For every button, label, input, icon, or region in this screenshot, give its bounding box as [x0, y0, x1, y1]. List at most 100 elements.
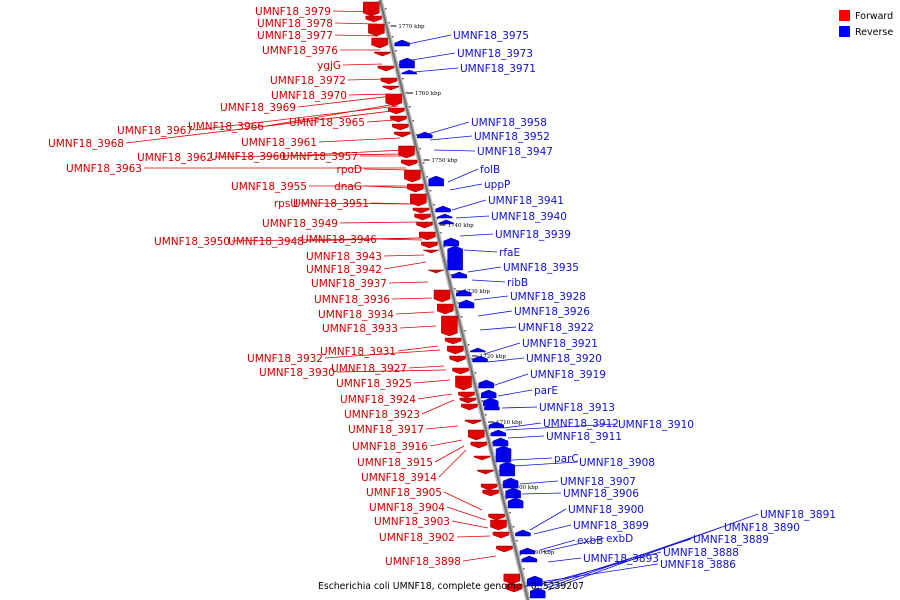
forward-gene-label: UMNF18_3965: [289, 117, 365, 129]
reverse-gene-label: UMNF18_3926: [514, 306, 590, 318]
minor-tick: [471, 358, 473, 360]
minor-tick: [402, 78, 404, 80]
reverse-gene-label: UMNF18_3886: [660, 559, 736, 571]
forward-gene-arrow: [436, 303, 454, 315]
forward-gene-label: UMNF18_3937: [311, 278, 387, 290]
reverse-gene-label: ribB: [507, 277, 528, 289]
reverse-gene-label: UMNF18_3911: [546, 431, 622, 443]
tick-label: 1740 kbp: [448, 223, 475, 229]
minor-tick: [505, 498, 508, 500]
forward-label-leader: [214, 153, 403, 158]
forward-gene-arrow: [482, 489, 499, 497]
forward-label-leader: [342, 63, 383, 66]
reverse-gene-arrow: [447, 245, 463, 271]
forward-genes: [362, 1, 523, 593]
reverse-gene-arrow: [499, 461, 515, 477]
forward-label-leader: [194, 105, 399, 131]
forward-gene-label: UMNF18_3979: [255, 6, 331, 18]
reverse-label-leader: [471, 279, 506, 283]
forward-gene-label: UMNF18_3933: [322, 323, 398, 335]
reverse-label-leader: [483, 342, 521, 355]
reverse-label-leader: [543, 538, 692, 587]
reverse-label-leader: [519, 480, 559, 485]
forward-gene-label: UMNF18_3927: [331, 363, 407, 375]
minor-tick: [519, 554, 522, 556]
reverse-gene-label: rfaE: [499, 247, 520, 259]
forward-gene-arrow: [410, 193, 427, 207]
reverse-gene-label: UMNF18_3912: [543, 418, 619, 430]
forward-gene-label: UMNF18_3957: [282, 151, 358, 163]
minor-tick: [405, 92, 408, 94]
tick-label: 1720 kbp: [480, 354, 507, 360]
forward-gene-arrow: [380, 77, 398, 85]
forward-label-leader: [336, 369, 447, 373]
forward-gene-label: UMNF18_3978: [257, 18, 333, 30]
reverse-gene-label: UMNF18_3890: [724, 522, 800, 534]
forward-gene-label: UMNF18_3951: [293, 198, 369, 210]
forward-gene-label: UMNF18_3936: [314, 294, 390, 306]
legend-label: Forward: [855, 11, 893, 22]
forward-label-leader: [399, 325, 437, 329]
forward-gene-arrow: [377, 65, 395, 72]
forward-gene-arrow: [382, 85, 399, 91]
forward-gene-arrow: [468, 429, 485, 441]
forward-gene-arrow: [404, 169, 421, 183]
forward-gene-label: UMNF18_3903: [374, 516, 450, 528]
forward-gene-label: UMNF18_3930: [259, 367, 335, 379]
forward-gene-arrow: [418, 231, 436, 241]
tick-label: 1710 kbp: [496, 420, 523, 426]
forward-gene-label: UMNF18_3932: [247, 353, 323, 365]
forward-gene-label: UMNF18_3943: [306, 251, 382, 263]
reverse-gene-label: folB: [480, 164, 500, 176]
reverse-gene-label: UMNF18_3907: [560, 476, 636, 488]
reverse-label-leader: [429, 135, 473, 141]
reverse-gene-label: UMNF18_3889: [693, 534, 769, 546]
forward-label-leader: [339, 221, 419, 224]
reverse-label-leader: [455, 215, 490, 219]
forward-gene-arrow: [492, 531, 510, 539]
forward-gene-arrow: [480, 483, 498, 491]
reverse-gene-arrow: [456, 289, 472, 297]
forward-gene-arrow: [371, 37, 388, 49]
reverse-gene-label: UMNF18_3935: [503, 262, 579, 274]
reverse-gene-arrow: [435, 205, 451, 213]
forward-gene-arrow: [393, 131, 411, 138]
reverse-gene-arrow: [492, 437, 509, 447]
reverse-gene-label: UMNF18_3939: [495, 229, 571, 241]
reverse-gene-label: UMNF18_3906: [563, 488, 639, 500]
reverse-label-leader: [413, 67, 459, 73]
forward-gene-arrow: [505, 583, 523, 593]
forward-label-leader: [443, 491, 483, 511]
forward-label-leader: [305, 237, 422, 242]
forward-gene-arrow: [388, 107, 405, 115]
forward-gene-label: UMNF18_3967: [117, 125, 193, 137]
forward-gene-label: UMNF18_3961: [241, 137, 317, 149]
reverse-label-leader: [521, 492, 562, 495]
forward-label-leader: [438, 449, 467, 478]
reverse-gene-label: UMNF18_3975: [453, 30, 529, 42]
forward-gene-label: dnaG: [334, 181, 362, 193]
legend-swatch: [839, 10, 850, 21]
minor-tick: [474, 372, 477, 374]
reverse-gene-arrow: [443, 237, 459, 247]
reverse-gene-label: UMNF18_3920: [526, 353, 602, 365]
reverse-gene-arrow: [507, 497, 524, 509]
forward-gene-arrow: [400, 159, 418, 167]
reverse-gene-arrow: [515, 529, 531, 537]
reverse-gene-arrow: [495, 445, 512, 463]
reverse-gene-label: UMNF18_3928: [510, 291, 586, 303]
forward-gene-arrow: [414, 213, 431, 221]
minor-tick: [395, 50, 397, 52]
forward-label-leader: [348, 93, 391, 96]
forward-gene-label: UMNF18_3905: [366, 487, 442, 499]
forward-gene-arrow: [374, 51, 391, 57]
minor-tick: [384, 8, 387, 10]
reverse-gene-arrow: [451, 271, 468, 279]
forward-label-leader: [366, 119, 396, 123]
reverse-gene-arrow: [490, 429, 507, 437]
forward-label-leader: [397, 345, 439, 352]
forward-gene-arrow: [455, 375, 472, 391]
reverse-labels: UMNF18_3975 UMNF18_3973 UMNF18_3971 UMNF18_…: [407, 30, 836, 591]
forward-label-leader: [332, 10, 376, 13]
